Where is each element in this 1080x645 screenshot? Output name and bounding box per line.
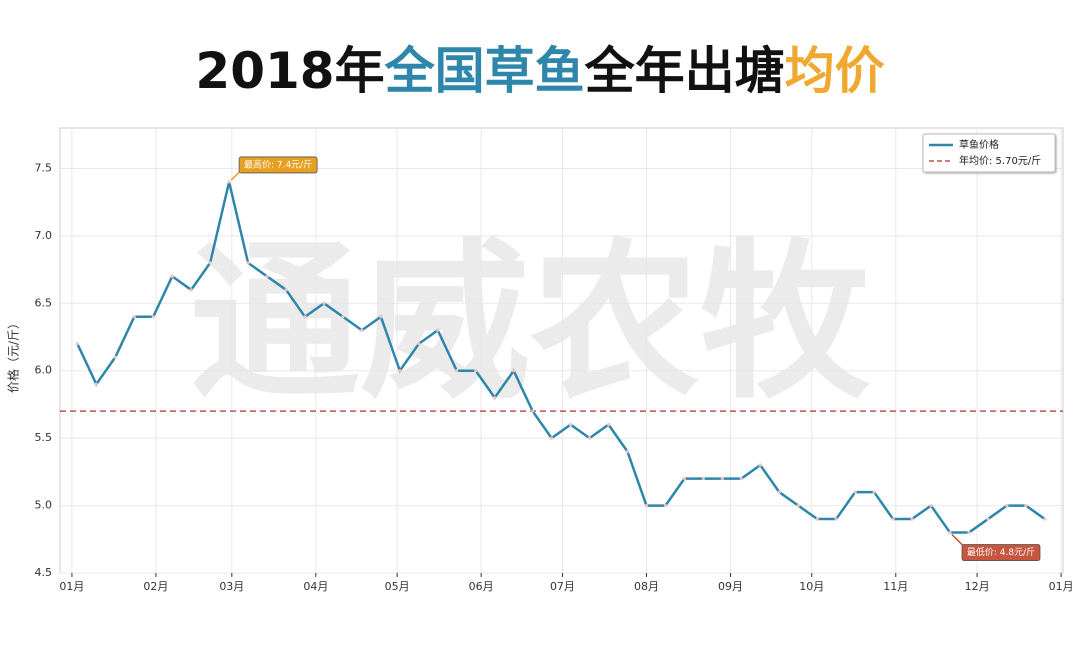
series-line	[76, 181, 1046, 534]
point	[758, 463, 762, 467]
point	[948, 530, 952, 535]
point	[493, 396, 497, 400]
point	[170, 274, 174, 278]
point	[739, 477, 743, 481]
y-tick-label: 5.0	[35, 499, 53, 512]
y-tick-label: 6.0	[35, 364, 53, 377]
x-tick-label: 08月	[634, 580, 659, 593]
point	[910, 517, 914, 521]
x-tick-label: 10月	[799, 580, 824, 593]
point	[644, 503, 649, 508]
y-tick-label: 4.5	[35, 566, 53, 579]
x-tick-label: 09月	[718, 580, 743, 593]
point	[417, 342, 421, 346]
x-tick-label: 01月	[59, 580, 84, 593]
point	[929, 503, 933, 508]
point	[720, 477, 724, 481]
point	[132, 315, 136, 319]
title-part: 全年出塘	[584, 42, 785, 100]
point	[455, 369, 459, 373]
point	[587, 436, 592, 440]
point	[208, 261, 212, 265]
point	[550, 436, 554, 440]
title-part: 全国草鱼	[384, 42, 585, 100]
point	[777, 490, 781, 494]
y-tick-label: 7.0	[35, 229, 53, 242]
x-tick-label: 01月	[1049, 580, 1074, 593]
point	[75, 342, 79, 346]
point	[967, 530, 971, 535]
point	[872, 490, 876, 494]
point	[94, 382, 98, 386]
point	[474, 369, 478, 373]
point	[341, 315, 345, 319]
point	[796, 503, 800, 508]
point	[379, 315, 383, 319]
point	[189, 288, 193, 292]
y-axis-label: 价格（元/斤）	[6, 317, 21, 393]
point	[151, 315, 155, 319]
point	[606, 423, 611, 427]
point	[512, 369, 516, 373]
x-tick-label: 02月	[143, 580, 168, 593]
point	[303, 315, 307, 319]
point	[834, 517, 838, 521]
point	[891, 517, 895, 521]
title-part: 2018年	[195, 42, 384, 100]
point	[853, 490, 857, 494]
y-tick-label: 6.5	[35, 296, 53, 309]
title-part: 均价	[785, 42, 885, 100]
point	[1024, 503, 1028, 508]
point	[1005, 503, 1009, 508]
annotation-box	[961, 544, 1041, 561]
point	[360, 328, 364, 332]
annotation-box	[238, 156, 318, 174]
legend-label: 草鱼价格	[959, 138, 999, 151]
x-tick-label: 12月	[965, 580, 990, 593]
annotation-text: 最高价: 7.4元/斤	[244, 158, 312, 170]
watermark: 通威农牧	[190, 224, 871, 422]
point	[265, 274, 269, 278]
x-tick-label: 11月	[883, 580, 908, 593]
point	[1043, 517, 1047, 521]
legend-label: 年均价: 5.70元/斤	[959, 154, 1041, 167]
x-tick-label: 04月	[303, 580, 328, 593]
point	[986, 517, 990, 521]
x-tick-label: 05月	[385, 580, 410, 593]
x-tick-label: 07月	[550, 580, 575, 593]
annotation-text: 最低价: 4.8元/斤	[967, 546, 1035, 558]
point	[682, 477, 687, 481]
point	[531, 409, 535, 413]
point	[284, 288, 288, 292]
legend-box	[922, 133, 1056, 173]
point	[568, 423, 573, 427]
point	[113, 355, 117, 359]
point	[246, 261, 250, 265]
point	[436, 328, 440, 332]
point	[322, 301, 326, 305]
point	[227, 180, 231, 184]
y-tick-label: 7.5	[35, 161, 53, 174]
point	[663, 503, 668, 508]
point	[701, 477, 705, 481]
point	[625, 450, 630, 454]
chart-title: 2018年全国草鱼全年出塘均价	[195, 42, 884, 100]
x-tick-label: 03月	[219, 580, 244, 593]
point	[815, 517, 819, 521]
y-tick-label: 5.5	[35, 431, 53, 444]
point	[398, 369, 402, 373]
x-tick-label: 06月	[469, 580, 494, 593]
